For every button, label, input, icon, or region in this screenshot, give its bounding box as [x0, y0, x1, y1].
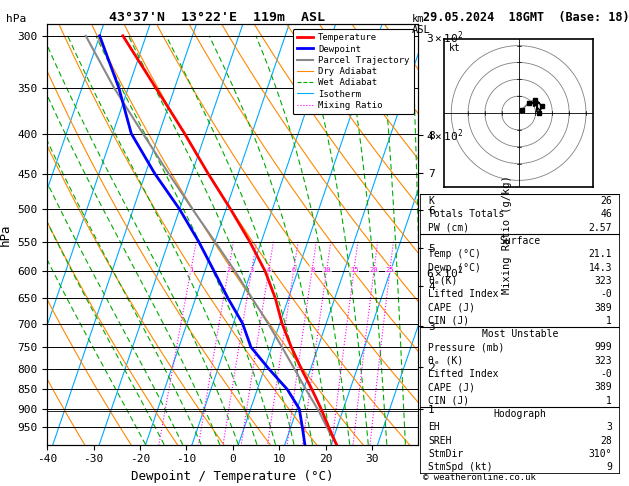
- Text: 389: 389: [594, 382, 612, 392]
- Text: 46: 46: [601, 209, 612, 219]
- Text: StmSpd (kt): StmSpd (kt): [428, 462, 493, 472]
- Text: SREH: SREH: [428, 435, 452, 446]
- Text: 21.1: 21.1: [589, 249, 612, 260]
- Text: Lifted Index: Lifted Index: [428, 369, 499, 379]
- Text: 3: 3: [606, 422, 612, 432]
- Text: 1: 1: [606, 316, 612, 326]
- Text: StmDir: StmDir: [428, 449, 464, 459]
- Text: K: K: [428, 196, 434, 206]
- X-axis label: Dewpoint / Temperature (°C): Dewpoint / Temperature (°C): [131, 470, 334, 483]
- Text: θₑ(K): θₑ(K): [428, 276, 457, 286]
- Text: 14.3: 14.3: [589, 262, 612, 273]
- Text: 9: 9: [606, 462, 612, 472]
- Text: CAPE (J): CAPE (J): [428, 302, 475, 312]
- Text: Lifted Index: Lifted Index: [428, 289, 499, 299]
- Text: 1LCL: 1LCL: [422, 406, 443, 416]
- Text: -0: -0: [601, 289, 612, 299]
- Text: θₑ (K): θₑ (K): [428, 356, 464, 366]
- Text: 2: 2: [226, 266, 231, 273]
- Text: Totals Totals: Totals Totals: [428, 209, 504, 219]
- Text: 4: 4: [267, 266, 271, 273]
- Text: km
ASL: km ASL: [412, 14, 431, 35]
- Text: Dewp (°C): Dewp (°C): [428, 262, 481, 273]
- Text: EH: EH: [428, 422, 440, 432]
- Text: 20: 20: [370, 266, 379, 273]
- Text: CAPE (J): CAPE (J): [428, 382, 475, 392]
- Text: 10: 10: [323, 266, 331, 273]
- Text: © weatheronline.co.uk: © weatheronline.co.uk: [423, 473, 535, 482]
- Text: 3: 3: [250, 266, 254, 273]
- Text: CIN (J): CIN (J): [428, 396, 469, 406]
- Text: 1: 1: [189, 266, 193, 273]
- Text: -0: -0: [601, 369, 612, 379]
- Text: Surface: Surface: [499, 236, 541, 246]
- Text: 28: 28: [601, 435, 612, 446]
- Text: 26: 26: [601, 196, 612, 206]
- Text: Hodograph: Hodograph: [494, 409, 547, 419]
- Text: 1: 1: [606, 396, 612, 406]
- Text: 25: 25: [386, 266, 394, 273]
- Text: 29.05.2024  18GMT  (Base: 18): 29.05.2024 18GMT (Base: 18): [423, 11, 629, 24]
- Y-axis label: Mixing Ratio (g/kg): Mixing Ratio (g/kg): [502, 175, 512, 294]
- Text: 43°37'N  13°22'E  119m  ASL: 43°37'N 13°22'E 119m ASL: [109, 11, 325, 24]
- Text: 15: 15: [350, 266, 359, 273]
- Text: PW (cm): PW (cm): [428, 223, 469, 233]
- Text: CIN (J): CIN (J): [428, 316, 469, 326]
- Legend: Temperature, Dewpoint, Parcel Trajectory, Dry Adiabat, Wet Adiabat, Isotherm, Mi: Temperature, Dewpoint, Parcel Trajectory…: [292, 29, 414, 114]
- Text: 8: 8: [310, 266, 314, 273]
- Text: Pressure (mb): Pressure (mb): [428, 343, 504, 352]
- Y-axis label: hPa: hPa: [0, 223, 12, 246]
- Text: 999: 999: [594, 343, 612, 352]
- Text: 310°: 310°: [589, 449, 612, 459]
- Text: 389: 389: [594, 302, 612, 312]
- Text: 2.57: 2.57: [589, 223, 612, 233]
- Text: Most Unstable: Most Unstable: [482, 329, 559, 339]
- Text: 323: 323: [594, 276, 612, 286]
- Text: kt: kt: [449, 43, 460, 53]
- Text: Temp (°C): Temp (°C): [428, 249, 481, 260]
- Text: 323: 323: [594, 356, 612, 366]
- Text: 6: 6: [292, 266, 296, 273]
- Text: hPa: hPa: [6, 14, 26, 24]
